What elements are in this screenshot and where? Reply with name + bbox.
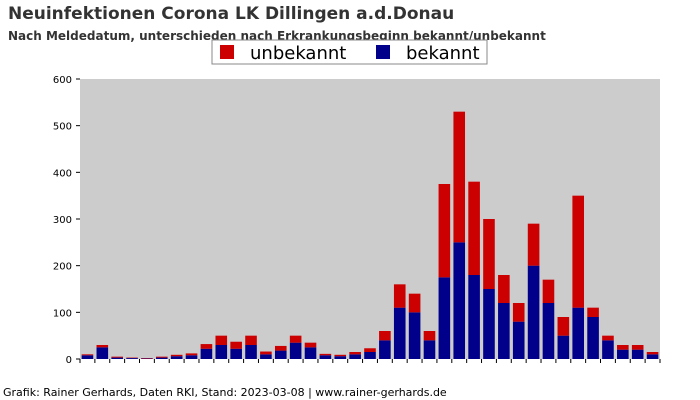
bar-unbekannt — [334, 354, 347, 357]
bar-bekannt — [379, 340, 391, 359]
bar-unbekannt — [453, 111, 466, 243]
legend-label-unbekannt: unbekannt — [250, 43, 346, 64]
bar-bekannt — [274, 350, 287, 359]
bar-unbekannt — [631, 345, 644, 350]
bar-unbekannt — [364, 348, 376, 352]
bar-unbekannt — [512, 303, 525, 322]
bar-bekannt — [334, 356, 347, 359]
bar-unbekannt — [81, 354, 94, 356]
legend-label-bekannt: bekannt — [406, 43, 480, 64]
bar-bekannt — [319, 355, 332, 359]
bar-bekannt — [260, 354, 272, 359]
bar-bekannt — [364, 352, 376, 359]
bar-bekannt — [617, 349, 629, 359]
y-tick-label: 400 — [53, 168, 72, 179]
bar-unbekannt — [557, 317, 570, 336]
bars — [81, 111, 659, 359]
bar-bekannt — [483, 289, 495, 359]
bar-unbekannt — [602, 335, 614, 341]
bar-unbekannt — [155, 356, 168, 358]
bar-unbekannt — [379, 331, 391, 341]
bar-bekannt — [245, 345, 257, 359]
bar-unbekannt — [319, 353, 332, 356]
bar-unbekannt — [245, 335, 257, 345]
bar-unbekannt — [423, 331, 436, 341]
y-tick-label: 500 — [53, 122, 72, 133]
bar-bekannt — [453, 242, 466, 359]
bar-bekannt — [572, 307, 585, 359]
bar-unbekannt — [572, 195, 585, 308]
bar-bekannt — [393, 307, 406, 359]
bar-bekannt — [81, 355, 94, 359]
bar-unbekannt — [230, 341, 242, 349]
x-axis-ticks — [79, 359, 661, 363]
bar-bekannt — [155, 357, 168, 359]
legend: unbekannt bekannt — [211, 39, 488, 65]
y-axis: 0 100 200 300 400 500 600 — [53, 75, 80, 366]
bar-unbekannt — [289, 335, 302, 343]
bar-unbekannt — [304, 342, 317, 348]
bar-unbekannt — [215, 335, 228, 345]
bar-unbekannt — [617, 345, 629, 350]
bar-bekannt — [468, 275, 480, 359]
bar-unbekannt — [587, 307, 599, 317]
y-tick-label: 100 — [53, 308, 72, 319]
bar-bekannt — [498, 303, 510, 359]
bar-unbekannt — [542, 279, 555, 303]
bar-bekannt — [438, 277, 451, 359]
bar-unbekannt — [96, 345, 109, 348]
footer-credit: Grafik: Rainer Gerhards, Daten RKI, Stan… — [3, 386, 447, 399]
legend-box — [211, 39, 488, 65]
bar-bekannt — [587, 317, 599, 359]
y-tick-label: 300 — [53, 215, 72, 226]
bar-bekannt — [170, 356, 183, 359]
bar-bekannt — [230, 348, 242, 359]
bar-unbekannt — [527, 223, 540, 266]
legend-swatch-bekannt — [376, 45, 390, 59]
bar-unbekannt — [200, 344, 213, 349]
bar-bekannt — [304, 347, 317, 359]
plot-area — [80, 79, 660, 359]
bar-unbekannt — [498, 275, 510, 303]
bar-bekannt — [215, 345, 228, 359]
bar-unbekannt — [274, 345, 287, 351]
bar-bekannt — [126, 358, 138, 359]
bar-bekannt — [289, 342, 302, 359]
bar-bekannt — [512, 321, 525, 359]
bar-bekannt — [408, 312, 421, 359]
bar-unbekannt — [468, 181, 480, 275]
bar-bekannt — [527, 265, 540, 359]
bar-bekannt — [200, 348, 213, 359]
y-tick-label: 200 — [53, 262, 72, 273]
bar-bekannt — [96, 347, 109, 359]
bar-unbekannt — [646, 352, 659, 355]
bar-bekannt — [646, 354, 659, 359]
bar-bekannt — [542, 303, 555, 359]
y-tick-label: 0 — [66, 355, 72, 366]
bar-bekannt — [111, 357, 123, 359]
bar-unbekannt — [349, 352, 361, 355]
bar-unbekannt — [393, 284, 406, 308]
bar-bekannt — [349, 354, 361, 359]
bar-unbekannt — [111, 356, 123, 358]
legend-swatch-unbekannt — [220, 45, 234, 59]
y-tick-label: 600 — [53, 75, 72, 86]
bar-unbekannt — [260, 351, 272, 355]
bar-unbekannt — [483, 219, 495, 289]
bar-unbekannt — [185, 353, 198, 356]
bar-bekannt — [631, 349, 644, 359]
chart-title: Neuinfektionen Corona LK Dillingen a.d.D… — [8, 4, 454, 24]
bar-unbekannt — [438, 184, 451, 278]
bar-bekannt — [185, 355, 198, 359]
bar-bekannt — [557, 335, 570, 359]
bar-bekannt — [602, 340, 614, 359]
bar-bekannt — [423, 340, 436, 359]
bar-unbekannt — [170, 354, 183, 357]
bar-unbekannt — [408, 293, 421, 313]
